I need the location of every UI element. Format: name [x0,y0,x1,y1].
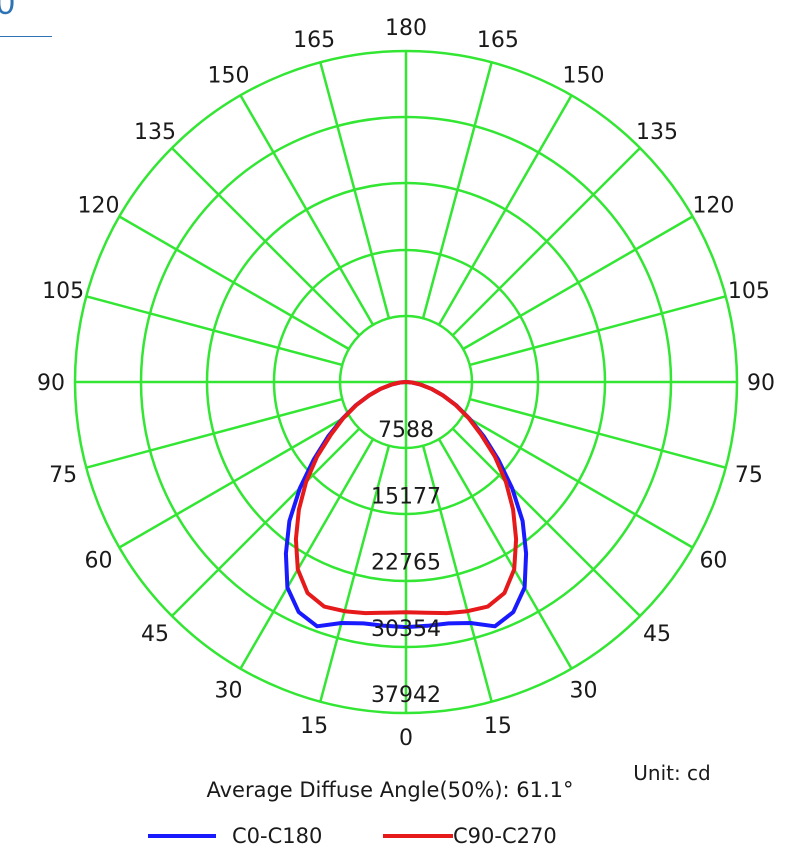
grid-spoke-15 [421,445,493,703]
grid-spoke-195 [319,61,391,319]
grid-spoke-300 [118,413,350,549]
grid-spoke-105 [469,295,727,367]
grid-spoke-345 [319,445,391,703]
angle-label-right: 135 [636,120,678,145]
angle-label-right: 105 [728,279,770,304]
grid-spoke-120 [462,215,694,351]
angle-label-left: 60 [85,549,113,574]
grid-spoke-210 [239,94,375,326]
angle-label-top: 180 [385,16,427,41]
intensity-curves [283,380,529,630]
angle-label-left: 120 [78,194,120,219]
radial-tick-label: 15177 [371,484,441,509]
angle-label-left: 105 [42,279,84,304]
grid-spoke-315 [171,427,361,617]
grid-spoke-225 [171,147,361,337]
angle-label-left: 75 [49,463,77,488]
radial-tick-labels: 7588 15177 22765 30354 37942 [371,418,441,708]
grid-spoke-165 [421,61,493,319]
angle-label-right: 90 [747,371,775,396]
grid-spoke-330 [239,438,375,670]
legend-label-c90: C90-C270 [453,824,557,848]
angle-label-right: 45 [643,622,671,647]
series-curve-1 [293,380,519,616]
angle-label-right: 165 [477,28,519,53]
grid-spoke-60 [462,413,694,549]
radial-tick-label: 30354 [371,617,441,642]
unit-label: Unit: cd [633,761,711,785]
angle-label-right: 150 [563,64,605,89]
header-rule [0,36,52,37]
angle-label-right: 30 [570,678,598,703]
chart-subtitle: Average Diffuse Angle(50%): 61.1° [206,778,573,802]
angle-label-left: 90 [37,371,65,396]
angle-label-left: 135 [134,120,176,145]
header-fragment: 0° [0,0,29,22]
angle-label-bottom: 0 [399,726,413,751]
angle-label-left: 30 [215,678,243,703]
polar-grid [73,49,739,715]
grid-spoke-75 [469,397,727,469]
angle-labels: 0 180 15 15 30 30 45 45 60 60 75 75 90 90 105 105 120 120… [37,16,775,751]
grid-spoke-150 [437,94,573,326]
legend: C0-C180 C90-C270 [148,824,557,848]
grid-spoke-255 [85,295,343,367]
grid-spoke-135 [451,147,641,337]
angle-label-right: 120 [692,194,734,219]
radial-tick-label: 7588 [378,418,434,443]
angle-label-right: 15 [484,714,512,739]
grid-spoke-30 [437,438,573,670]
radial-tick-label: 37942 [371,683,441,708]
angle-label-left: 150 [208,64,250,89]
grid-spoke-45 [451,427,641,617]
angle-label-left: 15 [300,714,328,739]
angle-label-right: 75 [735,463,763,488]
legend-label-c0: C0-C180 [232,824,322,848]
angle-label-right: 60 [699,549,727,574]
grid-spoke-285 [85,397,343,469]
angle-label-left: 165 [293,28,335,53]
radial-tick-label: 22765 [371,551,441,576]
angle-label-left: 45 [141,622,169,647]
grid-spoke-240 [118,215,350,351]
